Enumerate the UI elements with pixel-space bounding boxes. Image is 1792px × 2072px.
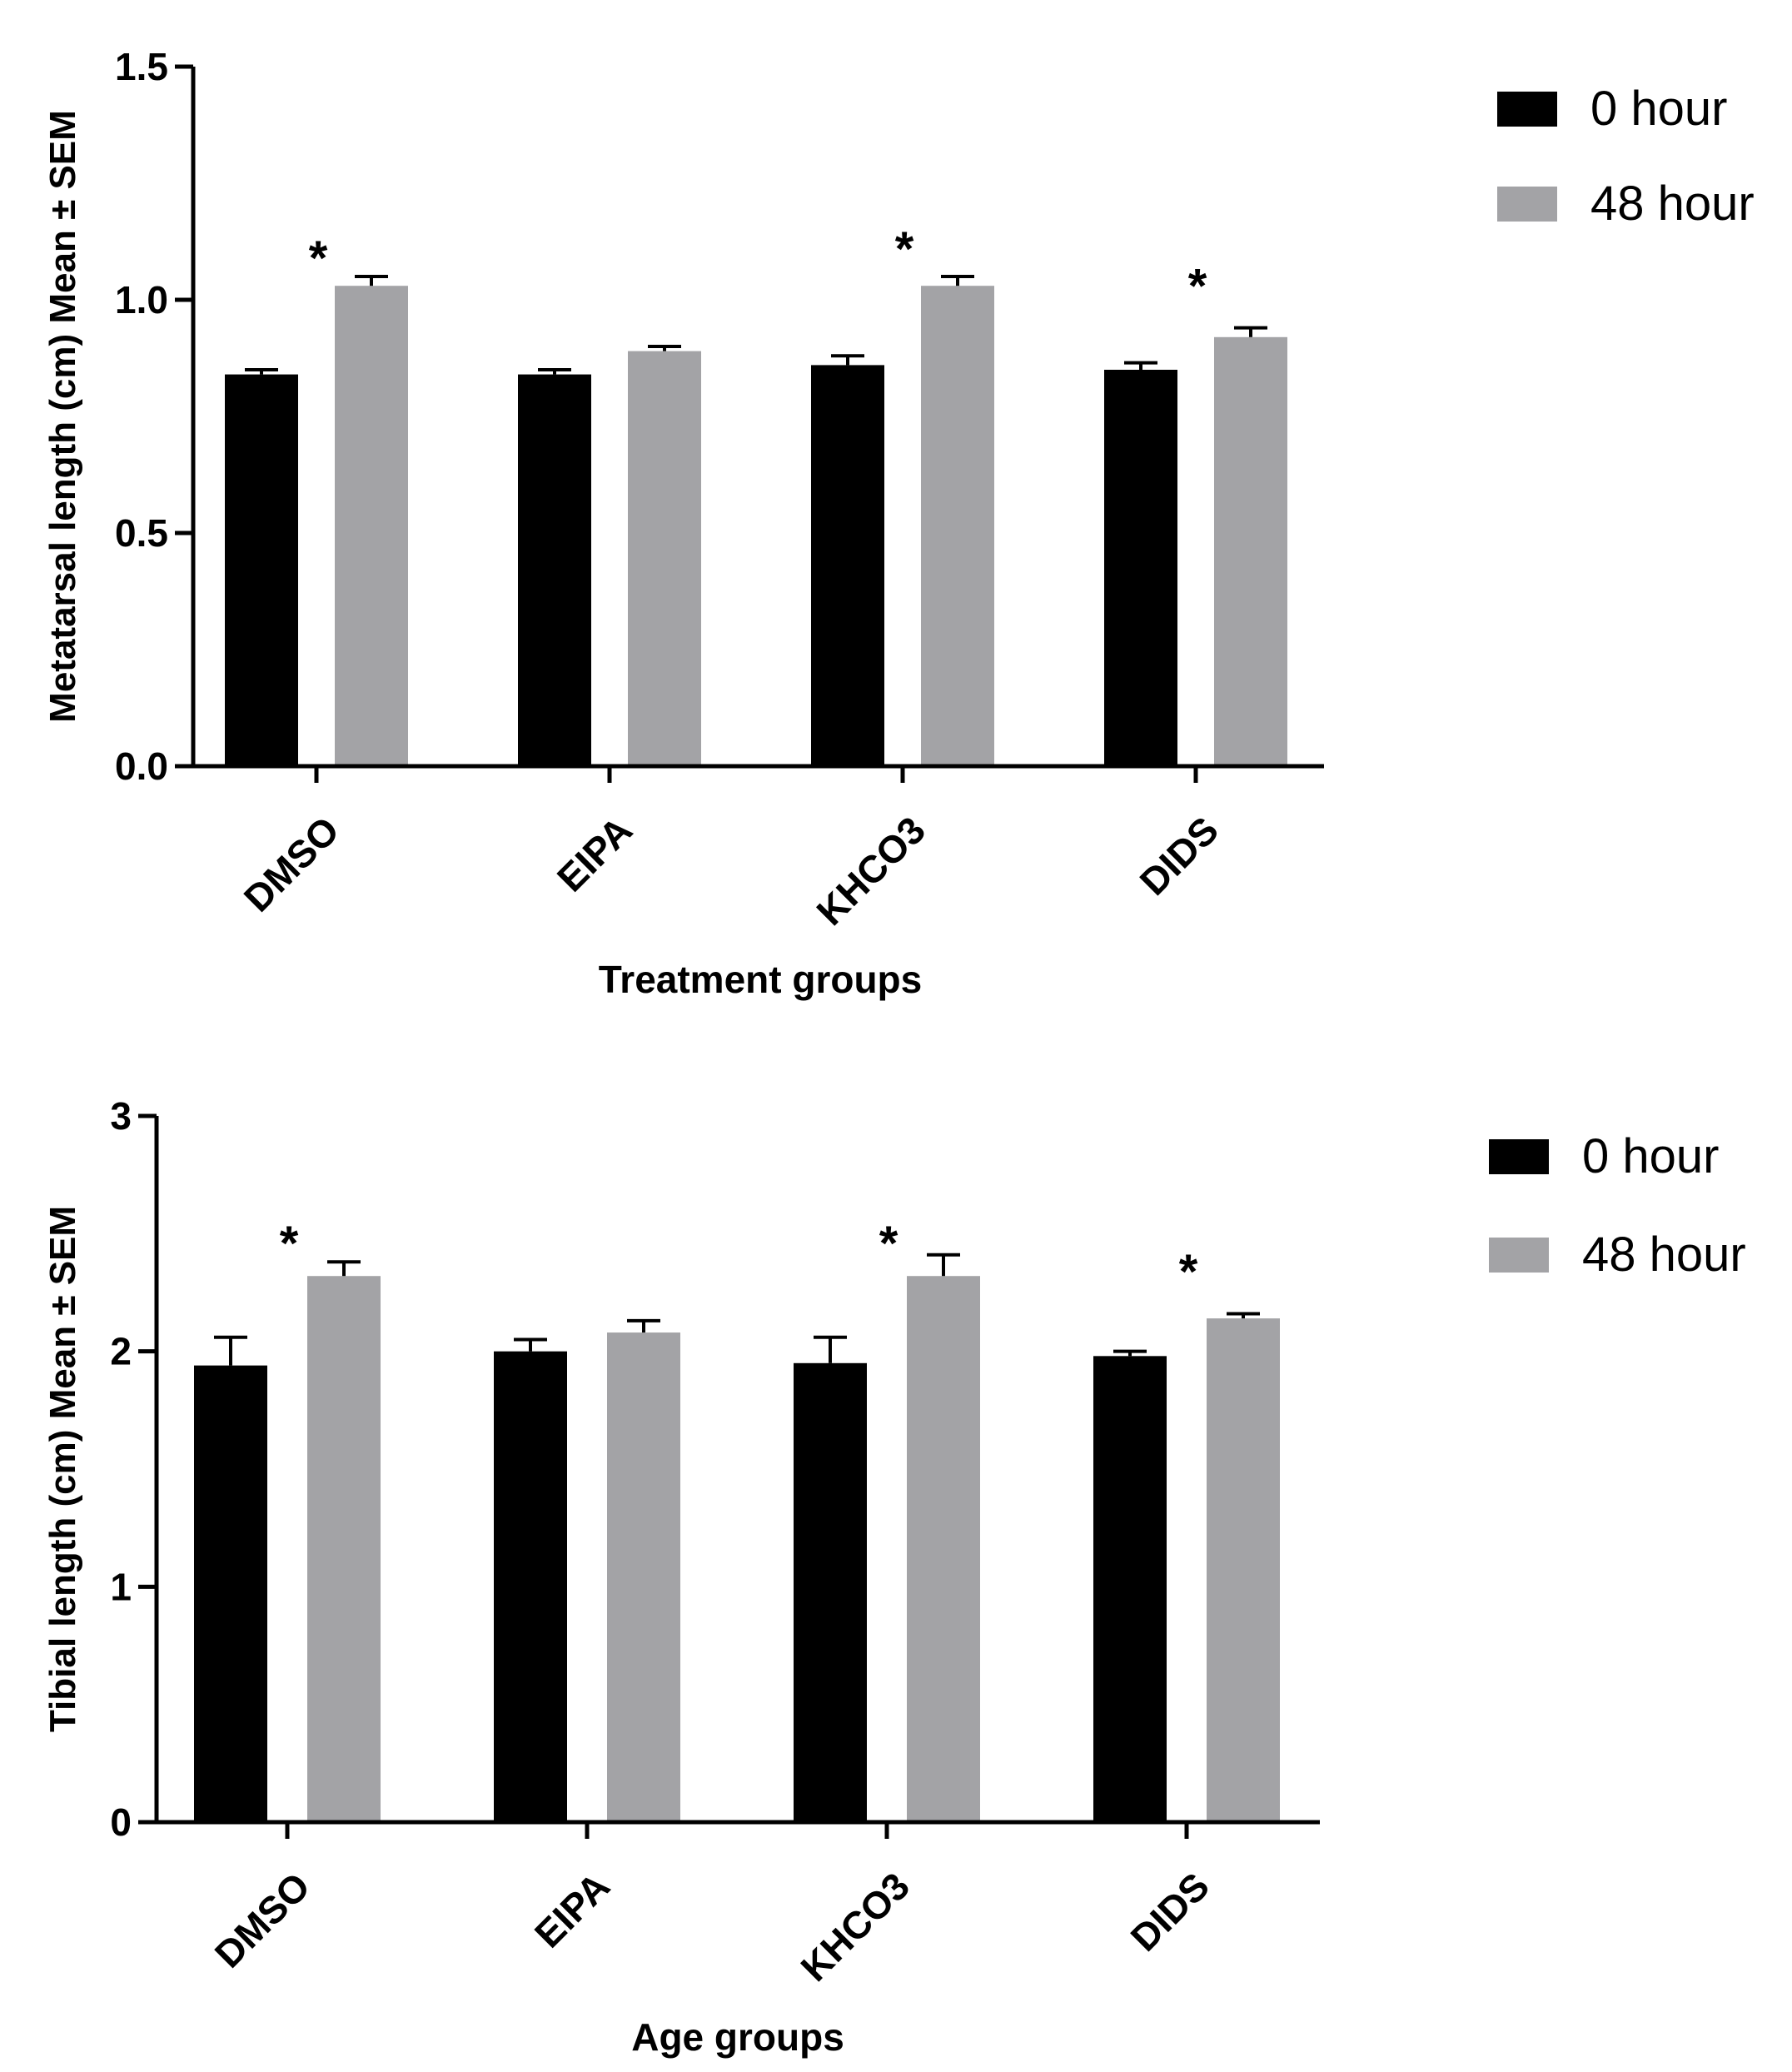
y-tick-label: 3 [110,1094,132,1138]
significance-star: * [1188,260,1207,314]
legend-label-0-hour: 0 hour [1590,82,1727,136]
x-axis-title: Treatment groups [599,958,923,1001]
bar-eipa-48-hour [628,351,701,766]
bar-khco3-0-hour [811,365,884,766]
significance-star: * [309,232,328,286]
tibial-chart: 0 1 2 3 DMSO EIPA KHCO3 DIDS * * * Age groups Tibial… [42,1094,1746,2059]
y-tick-label: 2 [110,1330,132,1373]
bar-dids-0-hour [1104,370,1177,766]
bar-dmso-0-hour [194,1365,267,1822]
y-tick-label: 1.0 [115,278,168,321]
x-tick-label-eipa: EIPA [549,808,640,899]
significance-star: * [280,1217,299,1271]
significance-star: * [895,222,914,276]
x-tick-label-khco3: KHCO3 [808,808,933,934]
y-tick-label: 0.0 [115,745,168,788]
y-axis-title: Metatarsal length (cm) Mean ± SEM [42,110,83,723]
x-tick-label-khco3: KHCO3 [792,1864,918,1990]
x-tick-label-eipa: EIPA [526,1864,618,1955]
legend-swatch-0-hour [1497,92,1557,127]
bar-dmso-48-hour [307,1276,381,1822]
bar-khco3-48-hour [921,286,994,766]
bar-eipa-0-hour [494,1351,567,1822]
significance-star: * [879,1217,898,1271]
y-tick-label: 0 [110,1801,132,1844]
x-tick-label-dmso: DMSO [236,808,347,919]
legend-swatch-0-hour [1489,1139,1549,1174]
x-axis-title: Age groups [631,2015,844,2059]
significance-star: * [1179,1245,1198,1299]
bar-eipa-0-hour [518,374,591,766]
x-tick-label-dids: DIDS [1132,808,1227,903]
bar-dmso-48-hour [335,286,408,766]
bar-dids-48-hour [1214,336,1287,766]
bar-dmso-0-hour [225,374,298,766]
y-tick-label: 1.5 [115,45,168,88]
legend-label-48-hour: 48 hour [1582,1228,1746,1282]
legend-label-0-hour: 0 hour [1582,1129,1719,1183]
legend-swatch-48-hour [1489,1238,1549,1273]
bar-khco3-0-hour [794,1362,867,1822]
y-tick-label: 1 [110,1565,132,1608]
legend-label-48-hour: 48 hour [1590,177,1755,231]
metatarsal-chart: 0.0 0.5 1.0 1.5 DMSO EIPA KHCO3 DIDS * * * Treatmen… [42,45,1755,1001]
bar-eipa-48-hour [607,1332,680,1822]
bar-dids-48-hour [1207,1318,1280,1822]
x-tick-label-dids: DIDS [1122,1864,1217,1959]
bar-khco3-48-hour [907,1276,980,1822]
legend-swatch-48-hour [1497,187,1557,222]
bar-dids-0-hour [1093,1356,1167,1822]
y-tick-label: 0.5 [115,511,168,555]
y-axis-title: Tibial length (cm) Mean ± SEM [42,1206,83,1732]
x-tick-label-dmso: DMSO [207,1864,318,1975]
